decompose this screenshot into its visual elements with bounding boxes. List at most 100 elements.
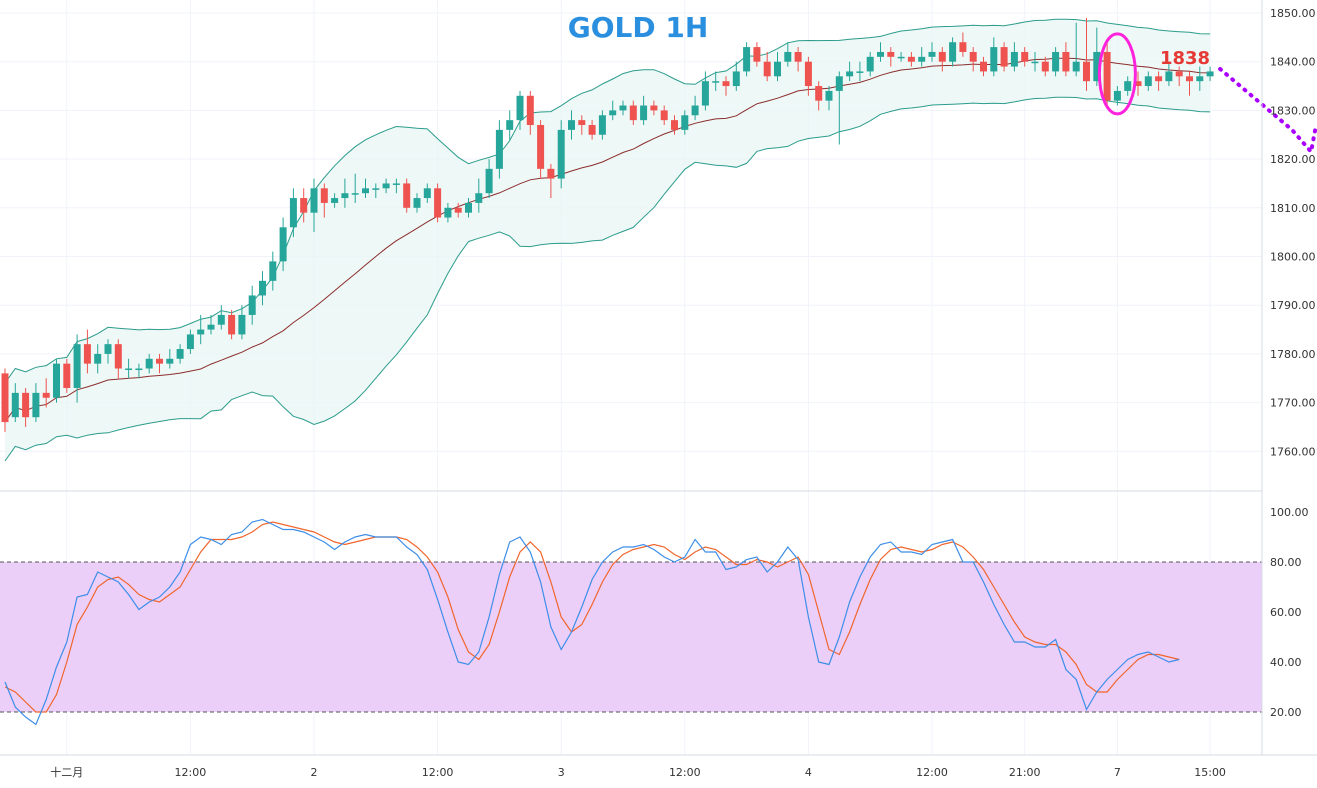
candle [156,353,163,374]
basis-line [4,57,1211,423]
candle [877,42,884,62]
candle [465,198,472,218]
candle-body [784,51,792,62]
candle [63,358,71,393]
candle [83,329,91,374]
candle-body [588,125,596,135]
candle [1134,71,1142,96]
candle-body [372,188,380,190]
candle [434,183,442,223]
candle-body [114,344,122,369]
candle [516,90,524,130]
candle [53,358,60,403]
candle-body [392,183,400,185]
osc-tick-label: 60.00 [1270,606,1302,619]
candle [856,61,864,82]
candle-body [949,42,957,62]
candle-body [1103,51,1111,101]
candle [1113,86,1121,106]
candle-body [176,349,184,359]
candle-body [166,358,174,364]
candle [846,61,854,82]
candle [125,358,133,379]
candle [382,178,390,194]
candle [928,42,936,62]
price-annotation: 1838 [1160,48,1210,69]
candle-body [619,105,627,111]
candle-body [1155,76,1163,82]
stochastic-oscillator [0,518,1262,726]
candle [526,90,534,135]
candle-body [856,71,864,73]
candle [537,120,545,179]
candle-body [671,120,678,130]
candle [341,178,349,208]
price-tick-label: 1820.00 [1270,153,1316,166]
candle-body [1134,81,1142,87]
time-tick-label: 15:00 [1194,766,1226,779]
candle-body [980,61,987,72]
candle [743,42,751,77]
candle [629,100,637,126]
candle-body [217,314,225,325]
candle [1196,66,1204,91]
candle [660,105,668,126]
candle [186,329,194,354]
candle-body [1021,51,1029,62]
candle-body [763,61,771,77]
upper-band-line [4,18,1211,384]
candle-body [94,353,102,364]
candle-body [11,392,19,418]
candle-body [83,344,91,364]
candle [825,86,833,111]
candle [310,178,318,233]
candle-body [835,76,843,91]
candle [217,305,225,330]
candle [485,159,493,199]
candle-body [732,71,740,87]
candle [392,178,400,194]
candle-body [691,105,699,116]
candle [11,383,19,423]
candle-body [156,358,163,364]
candle [444,202,452,223]
candle [454,202,462,218]
candle [691,95,699,121]
candle-body [444,207,452,218]
annotations [1097,32,1317,157]
candle-body [804,61,812,87]
time-tick-label: 12:00 [669,766,701,779]
candle [980,56,987,77]
time-tick-label: 2 [311,766,318,779]
osc-tick-label: 40.00 [1270,656,1302,669]
osc-tick-label: 100.00 [1270,506,1309,519]
candle [413,193,421,213]
candle [279,217,287,272]
candle [1144,71,1152,91]
candle [1,368,9,432]
candle [197,314,205,345]
time-tick-label: 7 [1114,766,1121,779]
candle-body [640,105,648,121]
candle [94,344,102,374]
time-tick-label: 12:00 [175,766,207,779]
candle-body [382,183,390,189]
candle [568,110,575,140]
candle-body [495,129,503,169]
candle-body [289,198,297,228]
chart-title: GOLD 1H [568,11,709,44]
time-tick-label: 十二月 [50,765,83,779]
candle [959,32,967,57]
candle [1206,66,1214,82]
candle-body [63,363,71,388]
candle-body [568,120,575,130]
candle-body [125,368,133,371]
candle [907,51,915,67]
candle [228,310,236,340]
time-tick-label: 12:00 [422,766,454,779]
candle-body [434,188,442,218]
candle [1175,66,1183,87]
candle [547,163,555,199]
candle-body [1072,61,1080,72]
